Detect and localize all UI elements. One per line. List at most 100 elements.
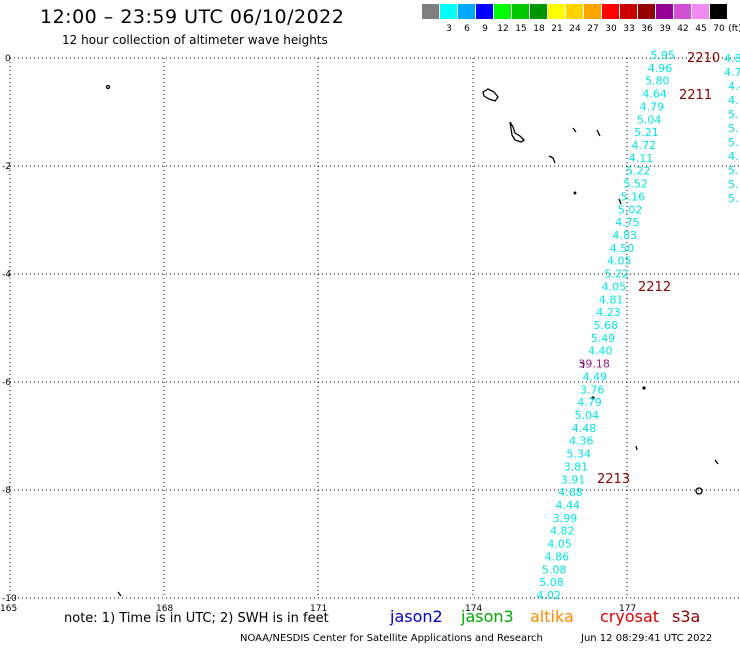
wave-height-value: 4.40 [588,345,613,358]
wave-height-value: 5.04 [637,113,662,126]
island [642,386,646,390]
lat-label: -6 [2,378,11,388]
edge-wave-height-value: 5. [728,178,739,191]
wave-height-value: 5.22 [604,268,629,281]
scale-swatch [476,4,493,19]
edge-wave-height-value: 5. [728,192,739,205]
island [635,445,638,451]
wave-height-value: 4.23 [596,306,621,319]
credit-line: NOAA/NESDIS Center for Satellite Applica… [240,633,543,644]
scale-swatch [494,4,511,19]
scale-swatch [458,4,475,19]
scale-label: 15 [515,24,527,34]
wave-height-value: 4.05 [607,255,632,268]
wave-height-value: 4.49 [583,370,608,383]
lon-label: 171 [310,604,327,614]
lon-label: 168 [156,604,173,614]
wave-height-value: 4.05 [547,538,572,551]
wave-height-value: 39.18 [578,358,610,371]
scale-swatch [566,4,583,19]
scale-label: 33 [623,24,635,34]
scale-swatch [422,4,439,19]
edge-wave-height-value: 4. [728,150,739,163]
scale-swatch [620,4,637,19]
edge-wave-height-value: 4. [728,94,739,107]
edge-wave-height-value: 4.8 [724,52,740,65]
scale-label: 12 [497,24,509,34]
wave-height-track: 5.954.965.804.644.795.045.214.724.115.22… [537,49,676,602]
wave-height-value: 4.11 [629,152,654,165]
island [117,591,122,597]
scale-label: 21 [551,24,563,34]
scale-swatch [584,4,601,19]
island [714,459,719,465]
edge-wave-height-value: 5. [728,136,739,149]
wave-height-value: 5.08 [539,576,564,589]
lat-label: -10 [2,594,17,604]
wave-height-value: 3.91 [561,473,586,486]
wave-height-value: 3.76 [580,383,605,396]
wave-height-value: 4.05 [602,280,627,293]
latitude-labels: 0 -2 -4 -6 -8 -10 [2,54,17,604]
wave-height-value: 5.52 [623,178,648,191]
wave-height-value: 5.02 [618,203,643,216]
lon-label: 174 [465,604,482,614]
footer-note: note: 1) Time is in UTC; 2) SWH is in fe… [64,611,329,626]
island [596,129,601,137]
wave-height-value: 5.22 [626,165,651,178]
island [591,396,595,400]
time-label: 2211 [679,88,712,103]
wave-height-value: 4.64 [642,88,667,101]
time-label: 2212 [638,280,671,295]
scale-label: 3 [446,24,452,34]
scale-label: 36 [641,24,653,34]
wave-height-value: 4.86 [545,550,570,563]
lat-label: -8 [2,486,11,496]
wave-height-value: 5.16 [621,190,646,203]
wave-height-value: 5.04 [575,409,600,422]
lon-label: 177 [619,604,636,614]
satellite-label: cryosat [600,607,660,626]
wave-height-value: 4.79 [640,100,665,113]
edge-wave-height-value: 4.4 [728,80,740,93]
wave-height-value: 4.44 [556,499,581,512]
satellite-label: altika [530,607,574,626]
scale-label: 39 [659,24,671,34]
edge-wave-height-track: 4.84.74.44.5.5.5.4.5.5.5. [724,52,740,205]
map-subtitle: 12 hour collection of altimeter wave hei… [62,33,328,47]
wave-height-value: 4.68 [558,486,583,499]
wave-height-value: 5.08 [542,563,567,576]
scale-swatch [548,4,565,19]
scale-swatch [530,4,547,19]
island [618,198,622,205]
wave-height-value: 5.68 [594,319,619,332]
scale-label: 18 [533,24,545,34]
lat-label: -4 [2,270,11,280]
wave-height-value: 5.21 [634,126,659,139]
wave-height-value: 4.02 [537,589,562,602]
wave-height-value: 5.95 [651,49,676,62]
generation-timestamp: Jun 12 08:29:41 UTC 2022 [581,633,713,644]
scale-label: 45 [695,24,707,34]
wave-height-value: 4.81 [599,293,624,306]
wave-height-value: 4.96 [648,62,673,75]
edge-wave-height-value: 5. [728,122,739,135]
time-label: 2210 [687,51,720,66]
scale-label: 42 [677,24,689,34]
scale-label: 6 [464,24,470,34]
lat-lon-grid [9,57,740,599]
scale-swatch [656,4,673,19]
island [548,155,556,164]
lon-label: 165 [0,604,17,614]
island [509,121,526,143]
scale-swatch [440,4,457,19]
island [482,88,499,102]
wave-height-value: 4.79 [577,396,602,409]
island [579,361,585,369]
edge-wave-height-value: 4.7 [724,66,740,79]
scale-swatch [638,4,655,19]
wave-height-value: 3.81 [564,460,589,473]
scale-label: 30 [605,24,617,34]
scale-swatch [674,4,691,19]
